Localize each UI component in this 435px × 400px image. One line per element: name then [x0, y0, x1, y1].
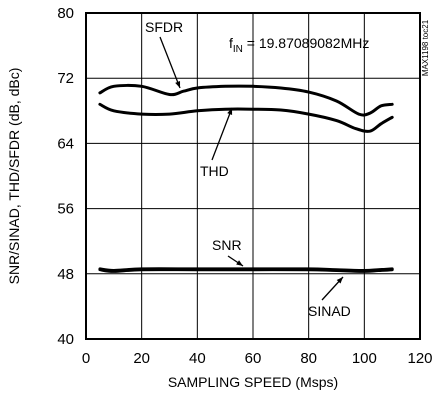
y-tick-label: 40: [57, 331, 74, 348]
x-tick-label: 100: [352, 350, 377, 367]
data-point-sinad: [335, 269, 338, 272]
x-tick-label: 60: [245, 350, 262, 367]
data-point-thd: [369, 130, 371, 132]
data-point-thd: [168, 113, 171, 115]
x-tick-label: 40: [189, 350, 206, 367]
data-point-thd: [380, 123, 382, 125]
series-line-sinad: [98, 268, 394, 273]
data-point-sfdr: [252, 85, 254, 87]
data-point-thd: [141, 113, 143, 115]
data-point-thd: [99, 103, 101, 105]
annotation-subscript: IN: [233, 44, 243, 55]
data-point-sinad: [252, 269, 254, 271]
data-point-thd: [224, 108, 226, 110]
annotation-value: = 19.87089082MHz: [243, 35, 369, 51]
data-point-sinad: [377, 269, 379, 272]
data-point-sinad: [113, 270, 115, 272]
data-point-sfdr: [380, 105, 382, 107]
data-point-sfdr: [358, 113, 360, 115]
data-point-sfdr: [391, 103, 393, 105]
y-tick-label: 56: [57, 201, 74, 218]
leader-arrowhead: [336, 277, 343, 284]
y-tick-label: 48: [57, 266, 74, 283]
data-point-sfdr: [335, 100, 338, 102]
data-point-sfdr: [196, 87, 198, 89]
data-point-thd: [355, 128, 357, 130]
tick-labels: 0 20 40 60 80 100 120 40 48 56 64 72 80: [57, 5, 432, 367]
series-layer: [98, 83, 394, 273]
y-tick-label: 72: [57, 70, 74, 87]
data-point-sinad: [196, 269, 198, 271]
data-point-sinad: [391, 269, 393, 271]
data-point-sinad: [99, 269, 101, 271]
grid: [86, 13, 420, 339]
data-point-thd: [308, 113, 310, 115]
data-point-sinad: [141, 269, 143, 271]
x-tick-label: 120: [407, 350, 432, 367]
leader-arrowhead: [236, 260, 243, 266]
x-tick-label: 80: [300, 350, 317, 367]
data-point-sfdr: [168, 93, 171, 96]
series-label-thd: THD: [200, 163, 229, 179]
data-point-thd: [113, 110, 115, 112]
series-line-thd: [98, 102, 394, 133]
data-point-thd: [196, 110, 198, 112]
y-axis-title: SNR/SINAD, THD/SFDR (dB, dBc): [6, 68, 22, 285]
plot-frame: [85, 12, 421, 340]
x-axis-title: SAMPLING SPEED (Msps): [168, 374, 338, 390]
y-tick-label: 80: [57, 5, 74, 22]
data-point-sfdr: [224, 85, 226, 87]
data-point-sfdr: [369, 112, 371, 114]
label-leaders: [159, 36, 344, 301]
data-point-sfdr: [182, 90, 185, 92]
series-label-sfdr: SFDR: [145, 19, 183, 35]
data-point-sfdr: [99, 92, 101, 94]
annotation-f: f: [229, 35, 233, 51]
data-point-sfdr: [113, 85, 115, 87]
data-point-sinad: [308, 269, 310, 271]
x-tick-label: 0: [82, 350, 90, 367]
data-point-thd: [252, 108, 254, 110]
data-point-thd: [280, 109, 282, 111]
data-point-thd: [391, 116, 393, 118]
leader-arrowhead: [175, 81, 181, 88]
series-label-snr: SNR: [212, 237, 242, 253]
series-line-sfdr: [98, 83, 394, 117]
leader-line: [211, 107, 233, 161]
leader-arrowhead: [227, 108, 233, 115]
data-point-thd: [335, 119, 338, 122]
data-point-sinad: [363, 270, 365, 272]
data-point-sfdr: [308, 91, 310, 93]
leader-line: [159, 36, 181, 89]
data-point-sfdr: [141, 85, 143, 87]
figure-id: MAX1198 toc21: [421, 19, 430, 76]
y-tick-label: 64: [57, 135, 74, 152]
data-point-sfdr: [280, 87, 282, 89]
frequency-annotation: fIN = 19.87089082MHz: [229, 35, 369, 55]
x-tick-label: 20: [133, 350, 150, 367]
series-label-sinad: SINAD: [308, 303, 351, 319]
